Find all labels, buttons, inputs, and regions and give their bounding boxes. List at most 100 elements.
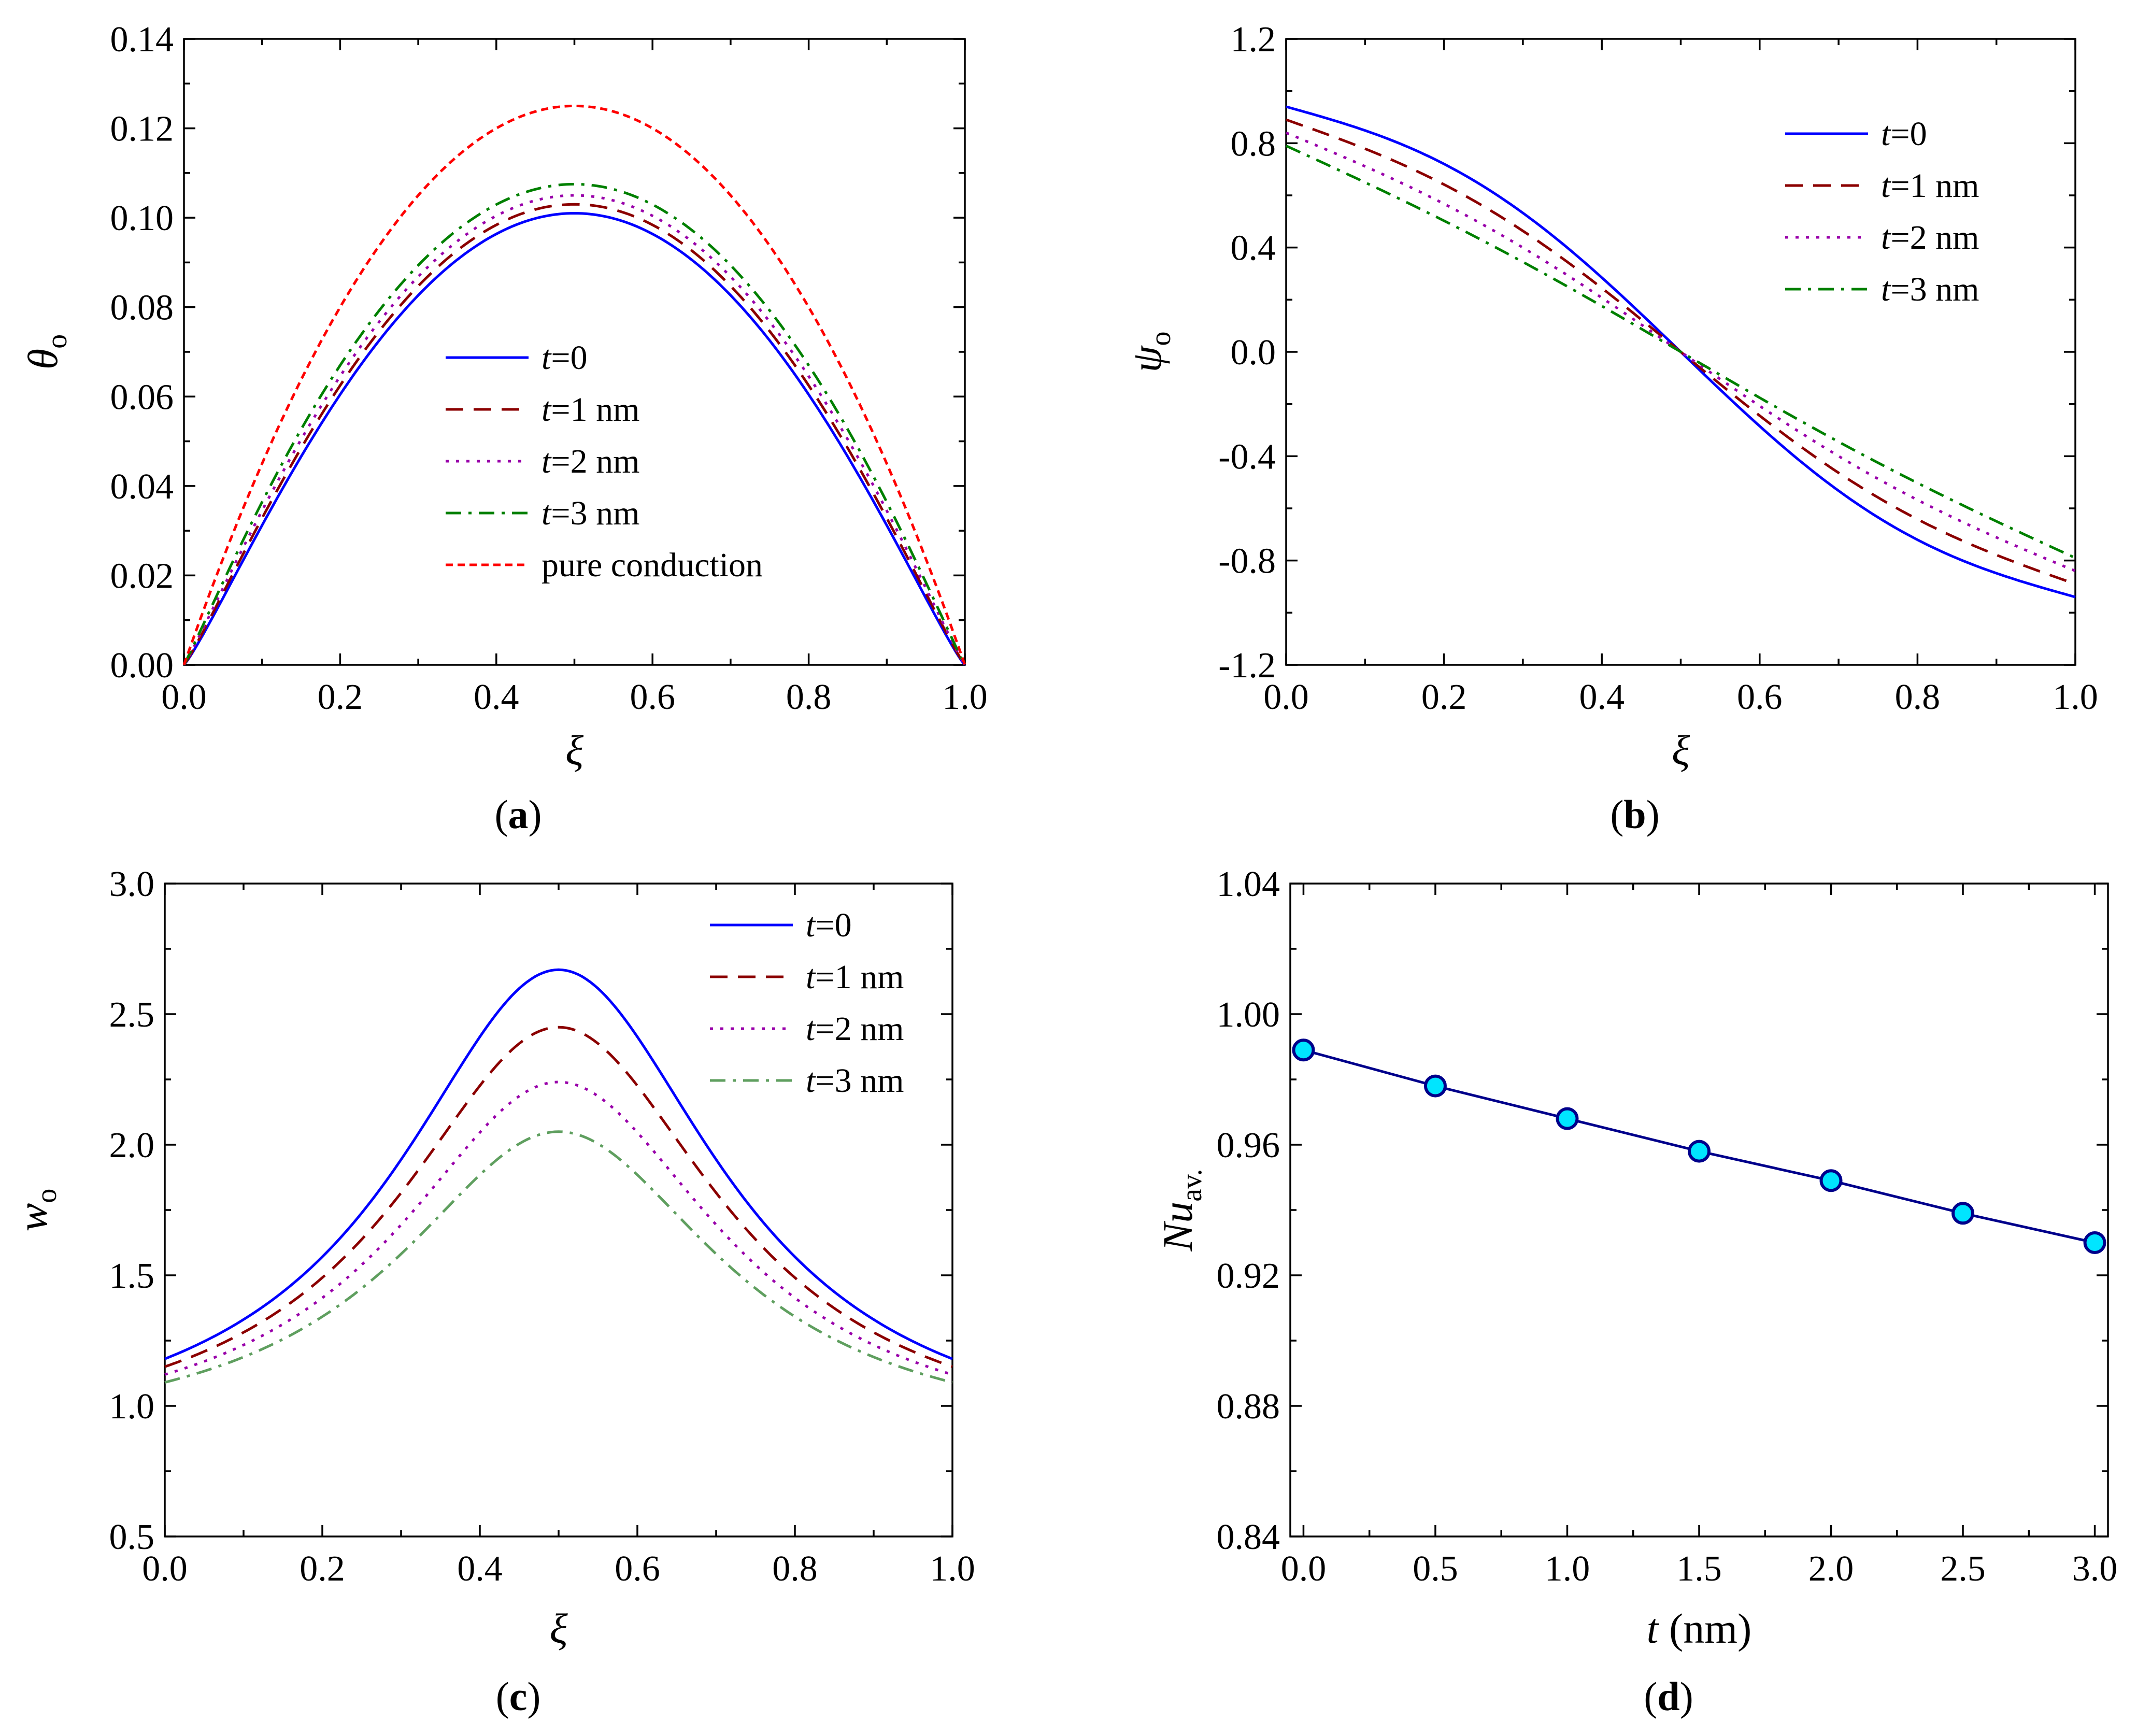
y-axis-label: θo [19, 334, 73, 369]
y-tick-label: 3.0 [109, 864, 155, 904]
y-tick-label: 0.0 [1231, 333, 1276, 373]
panel-caption: (c) [496, 1674, 541, 1719]
x-axis-label: ξ [565, 727, 584, 774]
y-tick-label: 0.14 [110, 20, 174, 60]
legend-label: t=2 nm [1881, 219, 1979, 257]
series-line-2 [164, 1080, 953, 1376]
y-tick-label: -0.8 [1218, 542, 1276, 581]
x-tick-label: 0.2 [318, 677, 363, 717]
legend-label: t=0 [542, 339, 588, 377]
legend-label: t=3 nm [806, 1062, 904, 1100]
data-point [2083, 1231, 2106, 1254]
panel-d: 0.0 0.5 1.0 1.5 2.0 2.5 3.0 0.84 0.88 0.92 0.96 1.0… [1154, 864, 2117, 1719]
y-tick-label: 0.4 [1231, 229, 1276, 268]
x-tick-label: 1.0 [930, 1549, 975, 1589]
y-tick-label: 2.0 [109, 1126, 155, 1165]
y-tick-label: 0.92 [1217, 1256, 1280, 1296]
y-axis-label: ψo [1123, 332, 1177, 373]
y-tick-label: 0.04 [110, 467, 174, 507]
x-tick-label: 1.0 [2053, 677, 2098, 717]
series-line-0 [183, 211, 966, 666]
panel-b: 0.0 0.2 0.4 0.6 0.8 1.0 -1.2 -0.8 -0.4 0.0 0.4 0.8 1… [1123, 20, 2098, 837]
legend-label: t=2 nm [542, 443, 639, 480]
y-axis-label: Nuav. [1154, 1169, 1208, 1252]
x-tick-label: 0.6 [615, 1549, 660, 1589]
series-line-4 [182, 104, 966, 665]
x-tick-label: 0.4 [1579, 677, 1625, 717]
legend-label: t=2 nm [806, 1010, 904, 1048]
series-line-3 [164, 1130, 953, 1384]
y-tick-label: 1.00 [1217, 995, 1280, 1035]
y-tick-label: 0.12 [110, 109, 174, 149]
y-tick-label: 1.5 [109, 1256, 155, 1296]
y-tick-label: -0.4 [1218, 437, 1276, 477]
x-tick-label: 1.0 [942, 677, 988, 717]
x-tick-label: 2.5 [1940, 1549, 1986, 1589]
y-tick-label: 0.88 [1217, 1387, 1280, 1427]
panel-caption: (a) [495, 792, 542, 837]
x-tick-label: 0.8 [786, 677, 832, 717]
legend-label: t=1 nm [806, 958, 904, 996]
y-tick-label: -1.2 [1218, 646, 1276, 686]
legend: t=0 t=1 nm t=2 nm t=3 nm pure conduction [446, 339, 763, 584]
y-tick-label: 2.5 [109, 995, 155, 1035]
y-tick-label: 1.2 [1231, 20, 1276, 60]
series-line-3 [1285, 145, 2076, 559]
x-axis-label: ξ [1672, 727, 1690, 774]
x-tick-label: 0.2 [300, 1549, 345, 1589]
y-tick-label: 1.0 [109, 1387, 155, 1427]
legend-label: t=3 nm [1881, 271, 1979, 308]
x-tick-label: 0.4 [474, 677, 519, 717]
x-tick-label: 0.8 [1895, 677, 1941, 717]
data-point [1556, 1107, 1579, 1130]
data-point [1951, 1202, 1975, 1225]
series-line-3 [182, 182, 966, 666]
y-tick-label: 0.5 [109, 1517, 155, 1557]
y-tick-label: 0.02 [110, 556, 174, 596]
panel-caption: (b) [1610, 792, 1659, 837]
legend-label: t=1 nm [542, 391, 639, 429]
legend: t=0 t=1 nm t=2 nm t=3 nm [710, 906, 904, 1100]
legend-label: t=0 [806, 906, 852, 944]
x-tick-label: 0.6 [630, 677, 675, 717]
y-tick-label: 0.8 [1231, 124, 1276, 164]
legend-label: t=0 [1881, 115, 1927, 153]
series-line-1 [182, 203, 966, 666]
y-tick-label: 0.84 [1217, 1517, 1280, 1557]
x-tick-label: 3.0 [2072, 1549, 2118, 1589]
x-axis-label: ξ [549, 1605, 568, 1652]
x-tick-label: 0.2 [1421, 677, 1467, 717]
x-tick-label: 1.0 [1545, 1549, 1590, 1589]
legend-label: t=3 nm [542, 494, 639, 532]
series-line-1 [164, 1026, 953, 1368]
x-tick-label: 2.0 [1808, 1549, 1854, 1589]
y-tick-label: 0.08 [110, 288, 174, 328]
data-point [1819, 1169, 1843, 1192]
x-tick-label: 0.0 [1281, 1549, 1327, 1589]
data-point [1688, 1140, 1711, 1163]
x-tick-label: 0.0 [161, 677, 207, 717]
x-tick-label: 0.5 [1413, 1549, 1458, 1589]
data-point [1423, 1074, 1447, 1098]
series-line-0 [164, 968, 953, 1360]
legend-label: t=1 nm [1881, 167, 1979, 205]
panel-c: 0.0 0.2 0.4 0.6 0.8 1.0 0.5 1.0 1.5 2.0 2.5 3.0 ξ wo (… [9, 864, 975, 1719]
panel-a: 0.0 0.2 0.4 0.6 0.8 1.0 0.00 0.02 0.04 0.06 0.08 0.… [19, 20, 988, 837]
y-tick-label: 0.10 [110, 198, 174, 238]
plot-frame [1289, 883, 2109, 1538]
x-tick-label: 0.6 [1737, 677, 1783, 717]
y-tick-label: 0.06 [110, 377, 174, 417]
panel-caption: (d) [1644, 1674, 1693, 1719]
legend-label: pure conduction [542, 546, 763, 584]
y-tick-label: 0.96 [1217, 1126, 1280, 1165]
x-tick-label: 0.4 [457, 1549, 503, 1589]
y-tick-label: 0.00 [110, 646, 174, 686]
x-tick-label: 1.5 [1676, 1549, 1722, 1589]
x-tick-label: 0.0 [142, 1549, 188, 1589]
legend: t=0 t=1 nm t=2 nm t=3 nm [1785, 115, 1979, 308]
x-tick-label: 0.0 [1263, 677, 1309, 717]
data-point [1292, 1038, 1315, 1062]
x-tick-label: 0.8 [772, 1549, 818, 1589]
x-axis-label: t (nm) [1647, 1605, 1752, 1652]
